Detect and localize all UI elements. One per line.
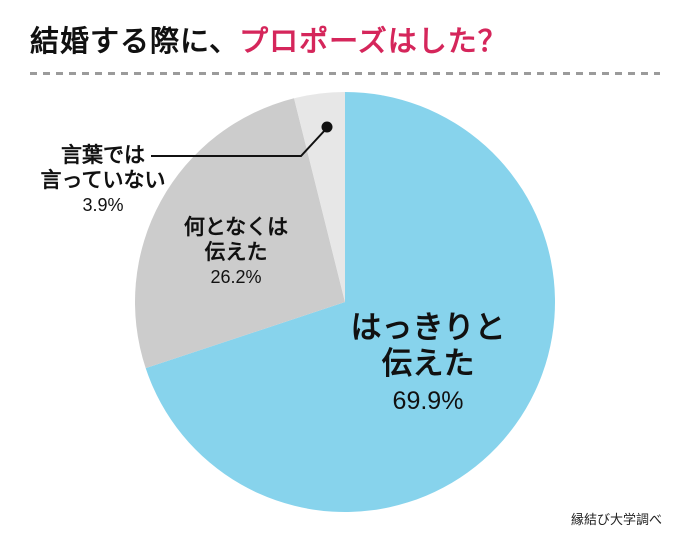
slice-label-nantonaku: 何となくは 伝えた 26.2% (184, 215, 288, 289)
pie-slice (294, 92, 345, 302)
slice-percent: 26.2% (210, 267, 262, 288)
slice-label-hakkiri: はっきりと 伝えた 69.9% (351, 310, 506, 416)
slice-percent: 69.9% (392, 387, 464, 416)
dashed-divider (30, 72, 660, 75)
slice-label-kotoba: 言葉では 言っていない 3.9% (41, 143, 166, 217)
slice-label-line: はっきりと (350, 310, 506, 345)
page-title: 結婚する際に、プロポーズはした？ (30, 18, 508, 60)
slice-label-line: 伝えた (204, 241, 268, 265)
leader-dot (321, 121, 333, 133)
pie-slice (134, 98, 345, 369)
slice-label-line: 言葉では (60, 144, 145, 167)
pie-slice (145, 92, 555, 512)
slice-label-line: 伝えた (381, 345, 475, 381)
pie-slices (134, 92, 555, 512)
slice-label-line: 何となくは (183, 216, 289, 239)
slice-percent: 3.9% (82, 195, 124, 216)
page-title-black: 結婚する際に、 (30, 26, 240, 58)
slice-label-line: 言っていない (40, 169, 166, 193)
leader-line (151, 128, 327, 157)
source-credit: 縁結び大学調べ (570, 512, 662, 527)
page-title-red: プロポーズはした？ (239, 26, 508, 58)
